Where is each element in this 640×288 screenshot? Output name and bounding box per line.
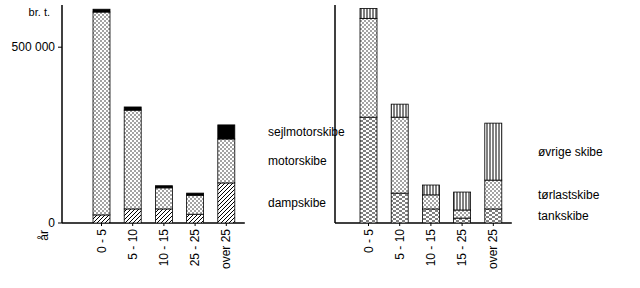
y-axis-label: br. t. [29, 6, 50, 18]
bar-segment [485, 123, 502, 180]
x-tick [399, 223, 400, 226]
y-axis [334, 5, 336, 223]
bar-segment [218, 125, 235, 139]
bar-segment [124, 110, 141, 209]
x-tick-label: 0 - 5 [362, 229, 376, 253]
bar-segment [93, 9, 110, 12]
bar-segment [187, 193, 204, 195]
bar-segment [187, 195, 204, 214]
bar-segment [454, 192, 471, 210]
figure: 0 500 000 br. t. år 0 - 5 5 - 10 10 - 15 25 - 2… [0, 0, 640, 288]
y-tick [58, 47, 62, 48]
legend-label: tankskibe [538, 209, 589, 223]
x-tick-label: 25 - 25 [188, 229, 202, 267]
bar-segment [124, 107, 141, 110]
x-tick [132, 223, 133, 226]
legend-label: øvrige skibe [538, 145, 603, 159]
y-axis [61, 5, 63, 223]
bar-segment [155, 186, 172, 188]
x-tick [493, 223, 494, 226]
bar-segment [218, 183, 235, 223]
bar-segment [360, 117, 377, 223]
x-tick [430, 223, 431, 226]
bar-segment [360, 9, 377, 19]
x-tick-label: 5 - 10 [393, 229, 407, 260]
y-tick-label: 0 [48, 216, 55, 230]
x-tick-label: 10 - 15 [424, 229, 438, 267]
bar-segment [155, 188, 172, 209]
x-tick-label: 15 - 25 [455, 229, 469, 267]
bar-segment [360, 18, 377, 117]
chart: 0 - 5 5 - 10 10 - 15 15 - 25 over 25 tankskib… [335, 5, 603, 269]
bar-segment [124, 209, 141, 223]
legend-label: tørlastskibe [538, 188, 600, 202]
bar-segment [93, 12, 110, 215]
bar-segment [391, 193, 408, 223]
y-tick [58, 223, 62, 224]
bar-segment [422, 195, 439, 209]
x-tick [101, 223, 102, 226]
bar-segment [218, 139, 235, 183]
bar-segment [454, 218, 471, 223]
bar-segment [391, 117, 408, 193]
y-tick-label: 500 000 [12, 40, 56, 54]
bar-segment [391, 104, 408, 117]
bar-segment [155, 209, 172, 223]
bar-segment [422, 185, 439, 195]
x-tick [462, 223, 463, 226]
x-tick-label: 10 - 15 [157, 229, 171, 267]
legend-label: dampskibe [268, 196, 326, 210]
bars [360, 9, 502, 223]
bar-segment [93, 215, 110, 223]
x-tick [368, 223, 369, 226]
x-tick [226, 223, 227, 226]
legend-label: sejlmotorskibe [268, 125, 345, 139]
bar-segment [454, 210, 471, 218]
x-tick-label: 5 - 10 [126, 229, 140, 260]
x-axis [62, 222, 245, 224]
bar-segment [485, 180, 502, 209]
x-tick [195, 223, 196, 226]
bar-segment [485, 209, 502, 223]
x-axis-label: år [37, 230, 51, 241]
chart: 0 500 000 br. t. år 0 - 5 5 - 10 10 - 15 25 - 2… [12, 5, 345, 269]
bars [93, 9, 235, 223]
x-tick-label: 0 - 5 [95, 229, 109, 253]
x-tick [163, 223, 164, 226]
bar-segment [187, 214, 204, 223]
legend-label: motorskibe [268, 154, 327, 168]
x-tick-label: over 25 [219, 229, 233, 269]
bar-segment [422, 209, 439, 223]
x-tick-label: over 25 [486, 229, 500, 269]
